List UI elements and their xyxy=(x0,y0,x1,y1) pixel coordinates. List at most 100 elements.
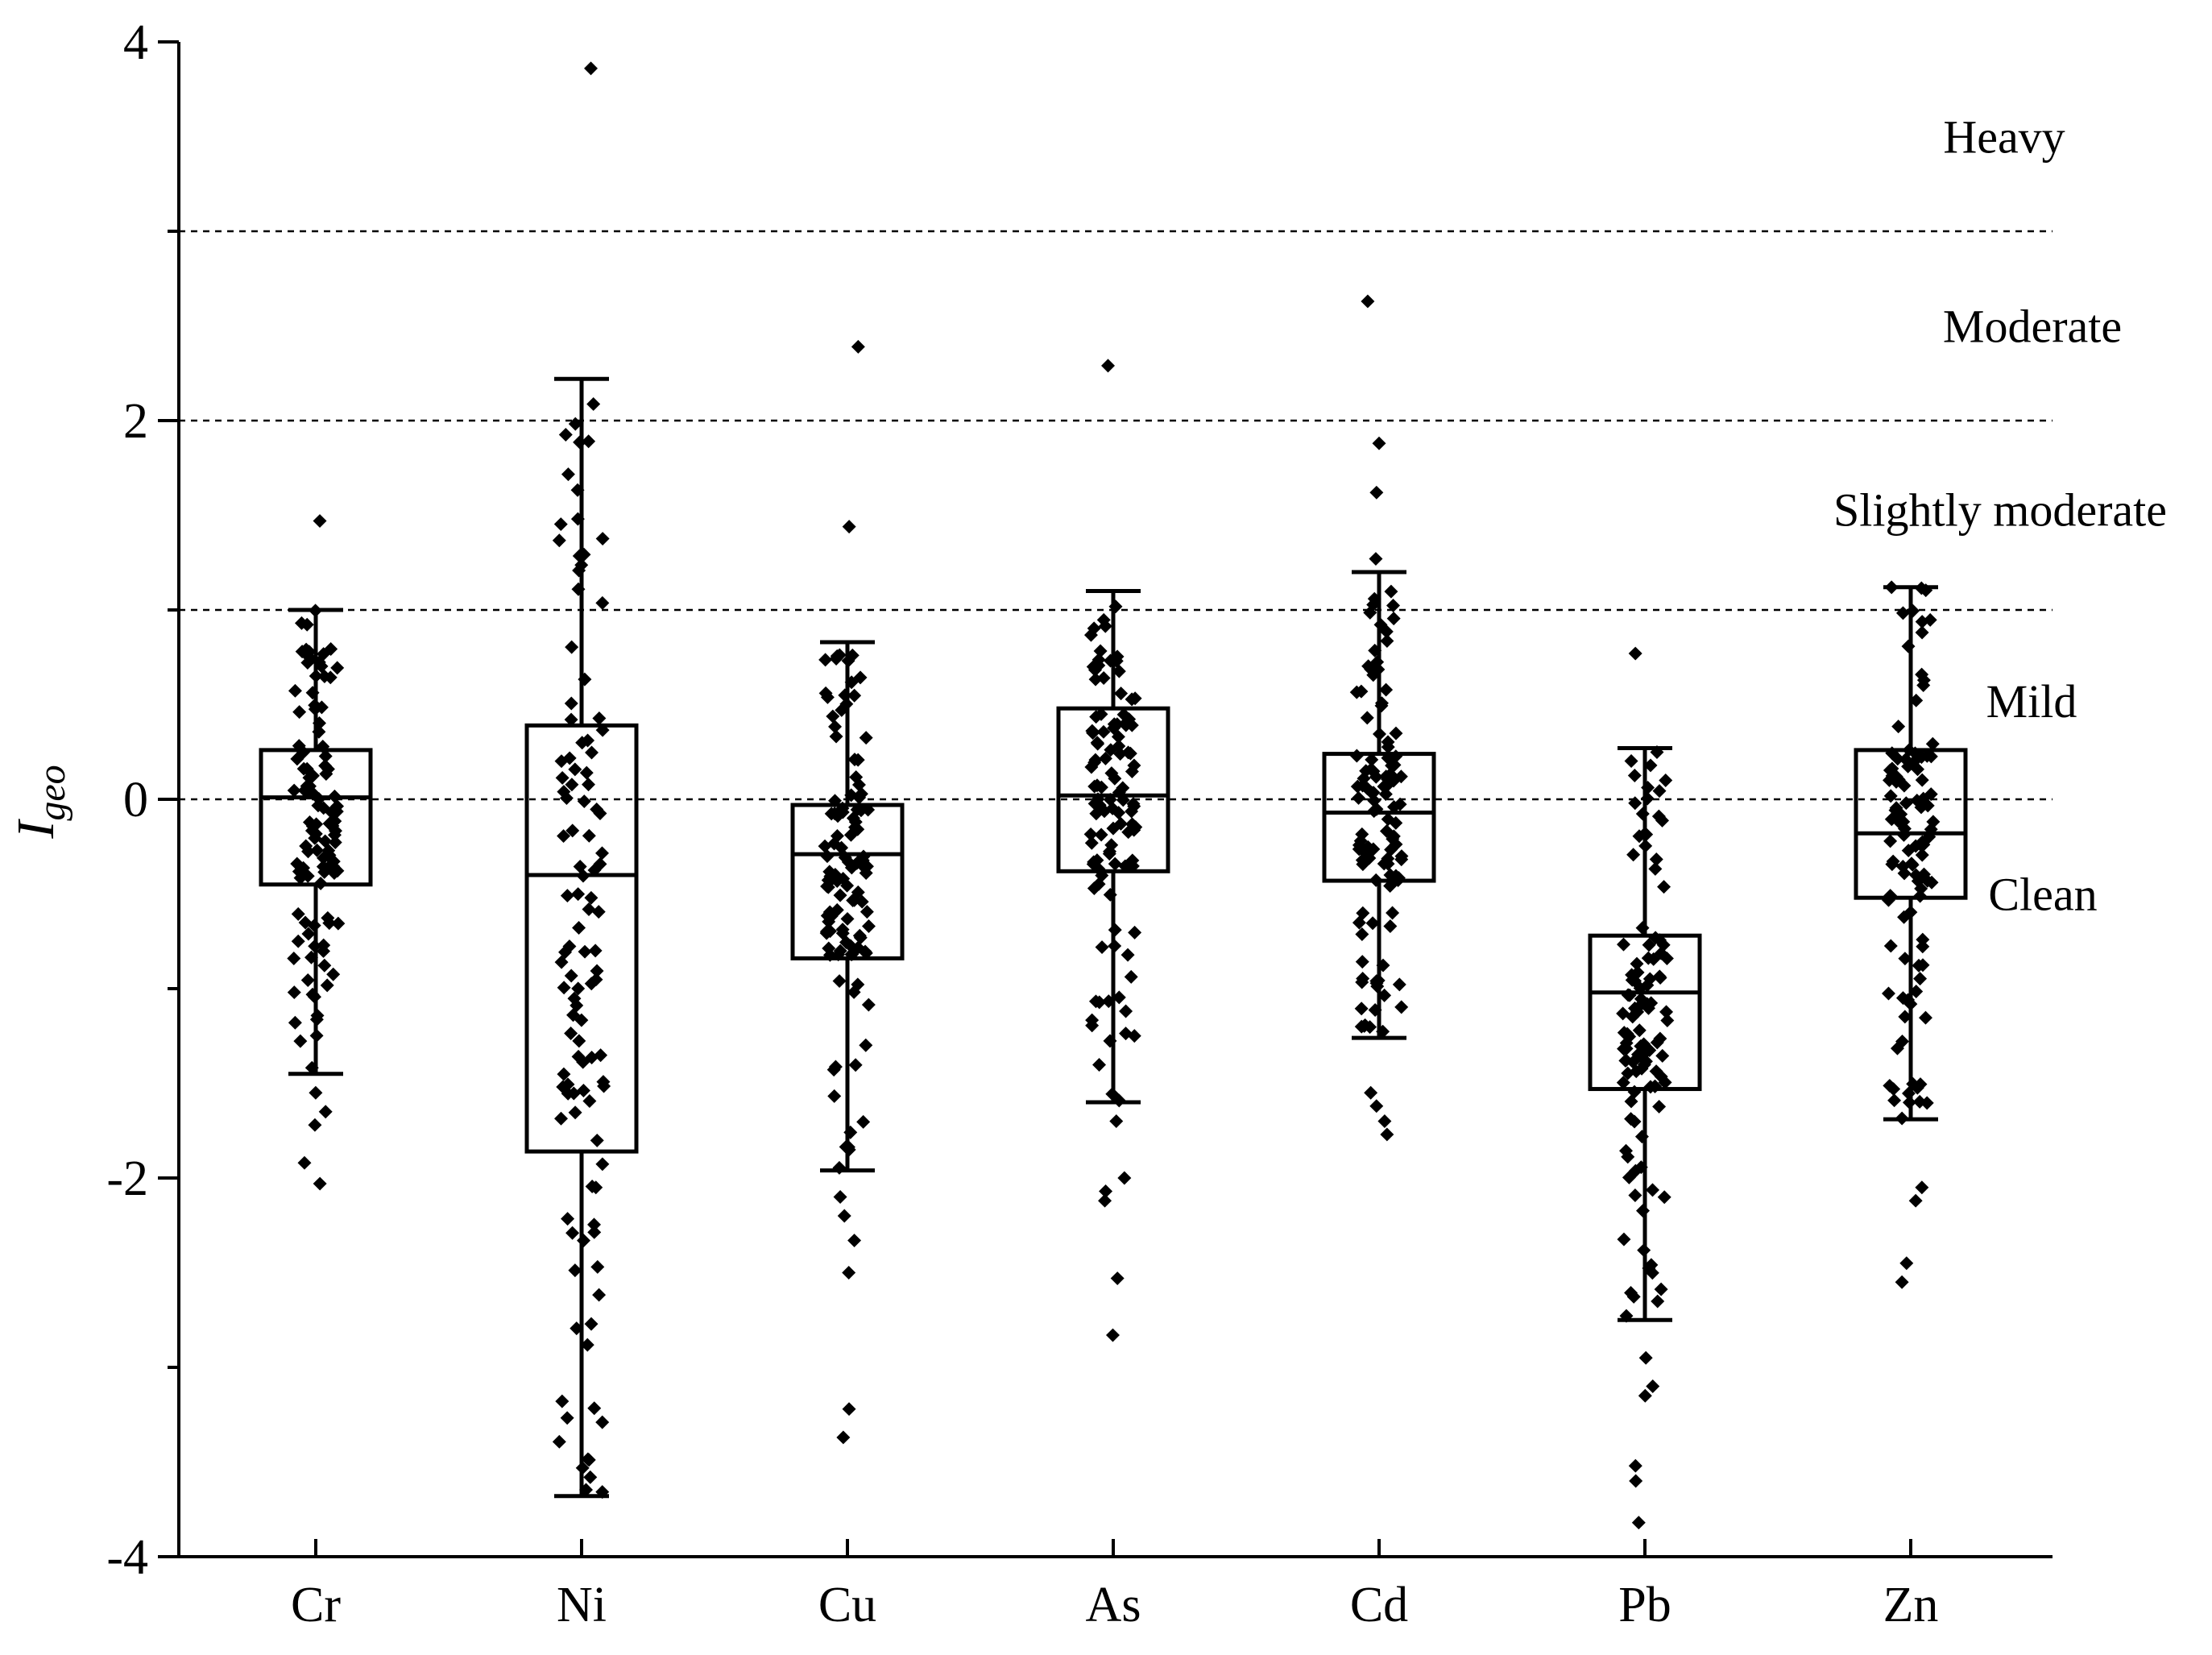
data-point xyxy=(847,753,862,767)
y-tick-label: 4 xyxy=(123,15,148,70)
data-point xyxy=(838,688,852,703)
data-point xyxy=(824,807,839,821)
data-point xyxy=(1379,682,1394,697)
data-point xyxy=(861,919,876,933)
outlier-point xyxy=(842,1266,856,1280)
data-point xyxy=(1910,1081,1924,1095)
data-point xyxy=(1621,988,1635,1002)
data-point xyxy=(1626,848,1641,862)
data-point xyxy=(576,1055,590,1069)
data-point xyxy=(1392,977,1406,992)
data-point xyxy=(1915,625,1929,640)
data-point xyxy=(317,958,332,973)
data-point xyxy=(1124,969,1138,984)
data-point xyxy=(820,690,835,704)
data-point xyxy=(1102,847,1116,861)
y-axis-title: Igeo xyxy=(6,765,73,839)
data-point xyxy=(590,803,604,817)
outlier-point xyxy=(1099,1184,1113,1198)
data-point xyxy=(1619,1041,1634,1056)
data-point xyxy=(1356,971,1370,985)
outlier-point xyxy=(1117,1171,1132,1185)
data-point xyxy=(582,778,595,792)
data-point xyxy=(1389,726,1403,740)
data-point xyxy=(557,1067,571,1081)
x-tick-label: Zn xyxy=(1883,1578,1939,1632)
data-point xyxy=(592,1288,607,1302)
threshold-lines xyxy=(179,230,2053,801)
data-point xyxy=(1389,837,1403,852)
outlier-point xyxy=(1377,1114,1392,1128)
data-point xyxy=(1621,1150,1635,1164)
data-point xyxy=(1655,1048,1670,1063)
data-point xyxy=(1624,1112,1638,1126)
data-point xyxy=(1086,660,1100,674)
data-point xyxy=(1646,1183,1659,1197)
data-point xyxy=(578,944,592,959)
data-point xyxy=(594,846,609,861)
y-tick-label: 0 xyxy=(123,773,148,828)
outlier-point xyxy=(313,514,327,529)
data-point xyxy=(1083,827,1098,841)
data-point xyxy=(1659,773,1673,787)
data-point xyxy=(1924,749,1938,764)
data-point xyxy=(593,857,607,871)
data-point xyxy=(1914,800,1928,815)
data-point xyxy=(827,1089,842,1103)
data-point xyxy=(1129,819,1143,834)
data-point xyxy=(1384,584,1398,599)
outlier-point xyxy=(297,1155,312,1170)
data-point xyxy=(558,945,572,960)
data-point xyxy=(596,1075,611,1089)
data-point xyxy=(1366,598,1381,612)
data-point xyxy=(293,1034,308,1048)
data-point xyxy=(557,829,571,844)
data-point xyxy=(562,751,577,765)
data-point xyxy=(1897,866,1912,881)
data-point xyxy=(317,670,332,683)
data-point xyxy=(1365,916,1380,931)
data-point xyxy=(1642,972,1657,986)
zone-label: Moderate xyxy=(1943,301,2122,353)
data-point xyxy=(568,1263,582,1278)
data-point xyxy=(564,969,578,983)
outlier-point xyxy=(1638,1388,1652,1403)
box-iqr xyxy=(524,723,639,1154)
box-iqr xyxy=(1588,933,1702,1092)
data-point xyxy=(1924,875,1939,890)
data-point xyxy=(590,964,604,978)
data-point xyxy=(1364,762,1378,777)
outlier-point xyxy=(851,339,865,354)
data-point xyxy=(552,533,566,548)
outlier-point xyxy=(1646,1379,1660,1393)
data-point xyxy=(287,783,301,798)
data-point xyxy=(1913,972,1928,986)
data-point xyxy=(832,648,847,662)
data-point xyxy=(554,1111,568,1126)
data-point xyxy=(576,1084,590,1098)
outlier-point xyxy=(1915,1180,1929,1195)
data-point xyxy=(1659,1005,1674,1019)
data-point xyxy=(843,939,858,953)
data-point xyxy=(1086,726,1100,740)
data-point xyxy=(1122,712,1137,727)
data-point xyxy=(1092,995,1107,1010)
data-point xyxy=(1652,784,1667,798)
data-point xyxy=(1394,1000,1409,1014)
data-point xyxy=(585,1180,599,1193)
data-point xyxy=(1092,1058,1107,1072)
data-point xyxy=(1107,717,1121,732)
data-point xyxy=(1354,1002,1369,1016)
data-point xyxy=(1128,925,1142,939)
data-point xyxy=(590,1133,604,1147)
data-point xyxy=(1098,619,1112,633)
data-point xyxy=(572,921,586,935)
data-point xyxy=(1630,1005,1644,1019)
data-point xyxy=(1653,1031,1667,1046)
data-point xyxy=(847,985,861,999)
data-point xyxy=(848,1058,863,1072)
data-point xyxy=(1379,823,1394,838)
outlier-point xyxy=(1628,1458,1642,1473)
data-point xyxy=(1659,951,1674,965)
data-point xyxy=(321,762,335,777)
